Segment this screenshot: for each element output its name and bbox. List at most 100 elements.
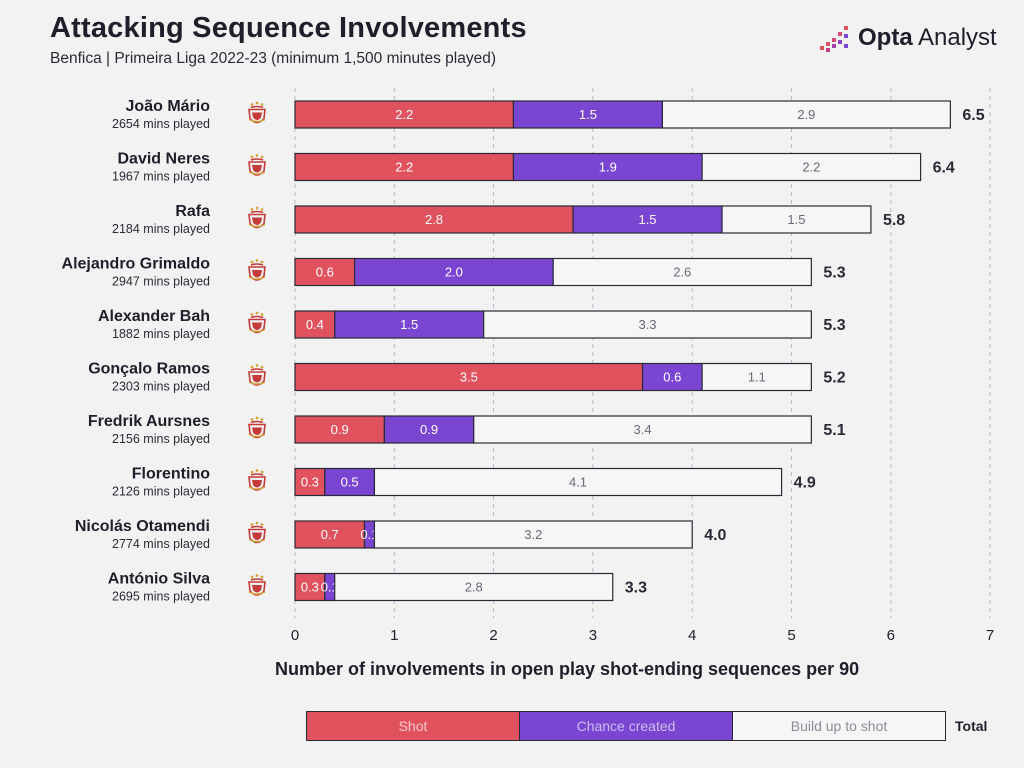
- player-name: David Neres: [118, 151, 211, 168]
- segment-value-label: 0.9: [420, 422, 438, 437]
- x-tick-label: 0: [291, 627, 299, 644]
- segment-value-label: 2.9: [797, 107, 815, 122]
- player-name: Alejandro Grimaldo: [62, 256, 211, 273]
- chart-subtitle: Benfica | Primeira Liga 2022-23 (minimum…: [50, 50, 496, 67]
- player-name: Gonçalo Ramos: [88, 361, 210, 378]
- segment-value-label: 3.4: [634, 422, 652, 437]
- bar-segment-shot: [294, 205, 574, 234]
- total-value-label: 5.3: [823, 265, 845, 282]
- segment-value-label: 0.9: [331, 422, 349, 437]
- bar-segment-build: [701, 152, 922, 182]
- benfica-crest-icon: [248, 574, 266, 596]
- segment-value-label: 0.4: [306, 317, 324, 332]
- logo-light: Analyst: [912, 24, 997, 51]
- benfica-crest-icon: [248, 521, 266, 544]
- bar-segment-chance: [334, 310, 485, 339]
- x-tick-label: 4: [688, 627, 696, 644]
- bar-segment-build: [552, 257, 812, 287]
- segment-value-label: 2.2: [395, 107, 413, 122]
- logo-strong: Opta: [858, 24, 913, 51]
- benfica-crest-icon: [248, 469, 266, 491]
- total-value-label: 5.8: [883, 212, 905, 229]
- segment-value-label: 0.3: [301, 475, 319, 490]
- player-minutes: 1882 mins played: [112, 327, 210, 341]
- total-value-label: 5.3: [823, 317, 845, 334]
- player-minutes: 2695 mins played: [112, 590, 210, 604]
- bar-segment-build: [373, 467, 783, 497]
- bar-segment-chance: [572, 205, 723, 234]
- bar-segment-shot: [294, 310, 336, 339]
- player-name: Fredrik Aursnes: [88, 413, 210, 430]
- player-minutes: 2654 mins played: [112, 117, 210, 131]
- player-name: Florentino: [132, 466, 210, 483]
- total-value-label: 4.9: [794, 475, 816, 492]
- player-name: Alexander Bah: [98, 308, 210, 325]
- x-tick-label: 2: [489, 627, 497, 644]
- player-minutes: 2947 mins played: [112, 275, 210, 289]
- bar-segment-shot: [294, 362, 644, 392]
- total-value-label: 6.5: [962, 107, 984, 124]
- logo-wordmark: Opta Analyst: [858, 24, 997, 52]
- bar-segment-shot: [294, 415, 385, 444]
- legend-chance-created: Chance created: [520, 712, 733, 740]
- segment-value-label: 0.7: [321, 527, 339, 542]
- opta-logo-icon: [820, 26, 848, 52]
- bar-segment-build: [483, 310, 812, 339]
- bar-segment-build: [373, 520, 693, 549]
- stacked-bar-chart: 0 1 2 3 4 5 6 7 João Mário 2654 mins played 2.2 1.5…: [62, 88, 994, 644]
- player-minutes: 2303 mins played: [112, 380, 210, 394]
- player-minutes: 2774 mins played: [112, 537, 210, 551]
- benfica-crest-icon: [248, 416, 266, 439]
- segment-value-label: 2.2: [395, 160, 413, 175]
- x-axis-label: Number of involvements in open play shot…: [275, 659, 860, 679]
- bar-segment-chance: [324, 467, 376, 497]
- total-value-label: 6.4: [933, 160, 955, 177]
- segment-value-label: 3.2: [524, 527, 542, 542]
- benfica-crest-icon: [248, 154, 266, 176]
- total-value-label: 4.0: [704, 527, 726, 544]
- legend-total-label: Total: [955, 718, 988, 734]
- bar-segment-chance: [512, 152, 703, 182]
- x-tick-label: 6: [887, 627, 895, 644]
- segment-value-label: 1.5: [787, 212, 805, 227]
- bar-segment-shot: [294, 100, 515, 129]
- player-minutes: 2184 mins played: [112, 222, 210, 236]
- benfica-crest-icon: [248, 311, 266, 334]
- segment-value-label: 1.5: [400, 317, 418, 332]
- legend: Shot Chance created Build up to shot: [306, 711, 946, 741]
- x-tick-label: 1: [390, 627, 398, 644]
- segment-value-label: 2.2: [802, 160, 820, 175]
- segment-value-label: 0.6: [316, 265, 334, 280]
- bar-segment-shot: [294, 257, 356, 287]
- segment-value-label: 0.6: [663, 370, 681, 385]
- segment-value-label: 1.1: [748, 370, 766, 385]
- player-name: Rafa: [175, 203, 210, 220]
- x-tick-label: 5: [787, 627, 795, 644]
- total-value-label: 5.1: [823, 422, 845, 439]
- bar-segment-build: [701, 362, 812, 392]
- bar-segment-chance: [512, 100, 664, 129]
- bar-segment-build: [661, 100, 951, 129]
- chart-title: Attacking Sequence Involvements: [50, 12, 527, 44]
- bar-segment-build: [334, 572, 614, 602]
- bar-segment-build: [721, 205, 872, 234]
- player-name: António Silva: [108, 571, 210, 588]
- bar-segment-build: [473, 415, 812, 444]
- segment-value-label: 2.8: [425, 212, 443, 227]
- bar-segment-chance: [383, 415, 475, 444]
- benfica-crest-icon: [248, 364, 266, 386]
- segment-value-label: 0.3: [301, 580, 319, 595]
- segment-value-label: 4.1: [569, 475, 587, 490]
- x-tick-label: 7: [986, 627, 994, 644]
- segment-value-label: 3.5: [460, 370, 478, 385]
- x-tick-label: 3: [589, 627, 597, 644]
- benfica-crest-icon: [248, 206, 266, 229]
- opta-analyst-logo: Opta Analyst: [818, 22, 998, 58]
- segment-value-label: 1.9: [599, 160, 617, 175]
- legend-build-up: Build up to shot: [733, 712, 945, 740]
- segment-value-label: 0.5: [341, 475, 359, 490]
- bar-segment-shot: [294, 152, 515, 182]
- segment-value-label: 3.3: [638, 317, 656, 332]
- benfica-crest-icon: [248, 101, 266, 124]
- player-name: João Mário: [126, 98, 211, 115]
